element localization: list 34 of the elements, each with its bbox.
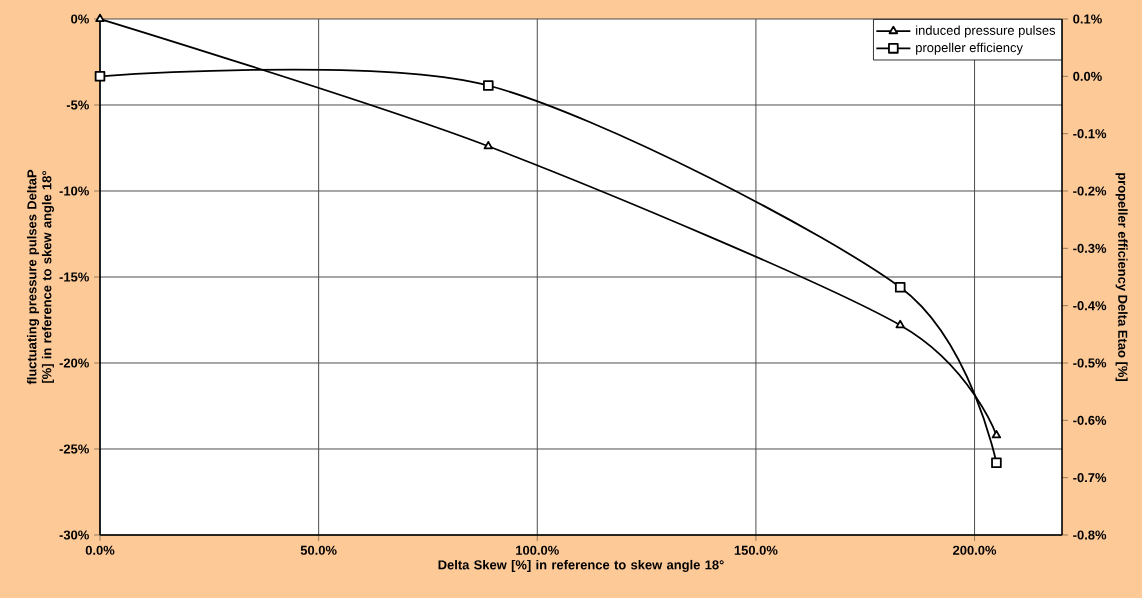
x-axis-title: Delta Skew [%] in reference to skew angle 18° [438, 559, 724, 573]
y2-tick-label: -0.4% [1073, 301, 1107, 311]
point [895, 319, 905, 329]
y2-axis-title: propeller efficiency Delta Etao [%] [1115, 173, 1128, 381]
y-tick-label: -30% [59, 530, 89, 540]
y2-tick-label: -0.5% [1073, 358, 1107, 368]
y2-tick-label: -0.6% [1073, 415, 1107, 425]
y-tick-label: 0% [71, 14, 89, 24]
point [991, 429, 1002, 439]
x-tick-label: 100.0% [516, 545, 559, 555]
point [483, 140, 493, 150]
y-tick-label: -15% [59, 272, 89, 282]
y2-tick-label: -0.2% [1073, 186, 1107, 196]
point [94, 71, 106, 82]
x-tick-label: 200.0% [953, 545, 997, 555]
y-axis-title: fluctuating pressure pulses DeltaP [%] in reference to skew angle 18° [26, 169, 55, 385]
point [894, 282, 906, 293]
y2-tick-label: -0.8% [1073, 530, 1107, 540]
point [483, 80, 494, 91]
y2-tick-label: -0.3% [1073, 243, 1107, 253]
y2-tick-label: 0.0% [1073, 71, 1102, 81]
y-tick-label: -5% [66, 100, 89, 110]
x-tick-label: 0.0% [85, 545, 115, 555]
legend-label: induced pressure pulses [916, 25, 1056, 38]
y-tick-label: -20% [59, 358, 89, 368]
x-tick-label: 50.0% [300, 545, 337, 555]
point [991, 457, 1002, 469]
y-tick-label: -10% [59, 186, 89, 196]
y2-tick-label: -0.7% [1073, 473, 1107, 483]
y2-tick-label: -0.1% [1073, 129, 1107, 139]
legend-label: propeller efficiency [916, 42, 1023, 55]
y2-tick-label: 0.1% [1073, 14, 1102, 24]
x-tick-label: 150.0% [734, 545, 778, 555]
y-tick-label: -25% [59, 444, 89, 454]
